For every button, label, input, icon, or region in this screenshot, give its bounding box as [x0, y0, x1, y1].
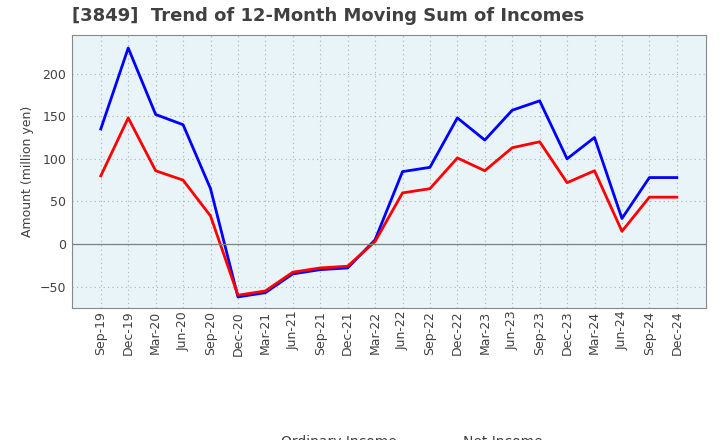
Ordinary Income	[672, 175, 681, 180]
Ordinary Income	[590, 135, 599, 140]
Ordinary Income	[289, 271, 297, 277]
Net Income	[563, 180, 572, 185]
Net Income	[206, 213, 215, 219]
Net Income	[124, 115, 132, 121]
Ordinary Income	[645, 175, 654, 180]
Legend: Ordinary Income, Net Income: Ordinary Income, Net Income	[229, 429, 549, 440]
Net Income	[398, 190, 407, 195]
Net Income	[453, 155, 462, 161]
Net Income	[261, 288, 270, 293]
Net Income	[316, 265, 325, 271]
Ordinary Income	[453, 115, 462, 121]
Ordinary Income	[124, 45, 132, 51]
Net Income	[618, 229, 626, 234]
Ordinary Income	[508, 107, 516, 113]
Line: Ordinary Income: Ordinary Income	[101, 48, 677, 297]
Y-axis label: Amount (million yen): Amount (million yen)	[22, 106, 35, 237]
Ordinary Income	[618, 216, 626, 221]
Ordinary Income	[261, 290, 270, 295]
Net Income	[96, 173, 105, 179]
Text: [3849]  Trend of 12-Month Moving Sum of Incomes: [3849] Trend of 12-Month Moving Sum of I…	[72, 7, 584, 26]
Net Income	[480, 168, 489, 173]
Net Income	[179, 177, 187, 183]
Ordinary Income	[151, 112, 160, 117]
Ordinary Income	[343, 265, 352, 271]
Ordinary Income	[96, 126, 105, 132]
Ordinary Income	[563, 156, 572, 161]
Net Income	[536, 139, 544, 144]
Ordinary Income	[426, 165, 434, 170]
Net Income	[426, 186, 434, 191]
Ordinary Income	[206, 186, 215, 191]
Ordinary Income	[179, 122, 187, 127]
Net Income	[672, 194, 681, 200]
Net Income	[233, 293, 242, 298]
Ordinary Income	[398, 169, 407, 174]
Net Income	[508, 145, 516, 150]
Net Income	[343, 264, 352, 269]
Line: Net Income: Net Income	[101, 118, 677, 295]
Net Income	[289, 270, 297, 275]
Ordinary Income	[316, 267, 325, 272]
Ordinary Income	[371, 237, 379, 242]
Net Income	[151, 168, 160, 173]
Ordinary Income	[233, 294, 242, 300]
Net Income	[645, 194, 654, 200]
Net Income	[590, 168, 599, 173]
Ordinary Income	[536, 98, 544, 103]
Ordinary Income	[480, 137, 489, 143]
Net Income	[371, 239, 379, 244]
